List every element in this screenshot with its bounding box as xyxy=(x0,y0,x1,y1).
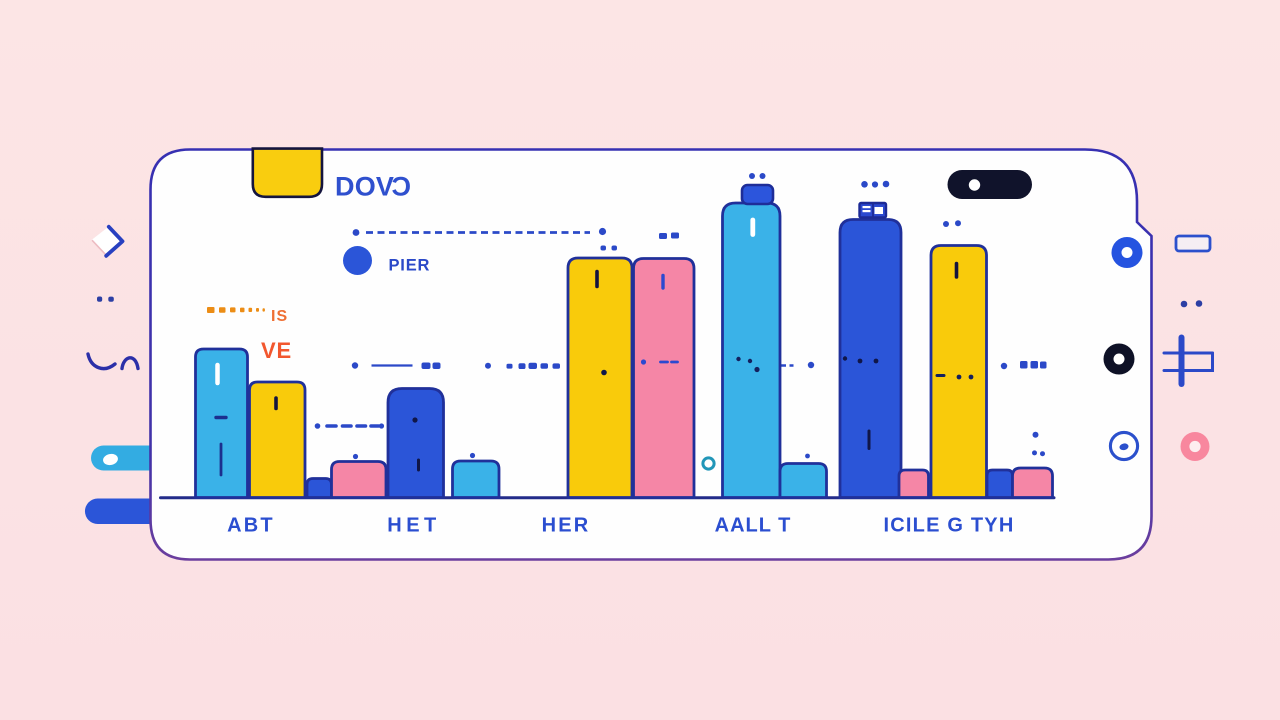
svg-text:ICILE G TYH: ICILE G TYH xyxy=(884,515,1015,537)
svg-text:HER: HER xyxy=(542,515,591,537)
svg-text:PIER: PIER xyxy=(389,257,431,275)
svg-text:VE: VE xyxy=(261,338,292,363)
svg-text:AALL T: AALL T xyxy=(715,515,792,537)
svg-text:IS: IS xyxy=(271,308,288,325)
svg-text:HET: HET xyxy=(387,515,441,537)
svg-text:DOV: DOV xyxy=(335,172,394,202)
svg-text:C: C xyxy=(392,172,412,202)
svg-text:ABT: ABT xyxy=(227,515,275,537)
